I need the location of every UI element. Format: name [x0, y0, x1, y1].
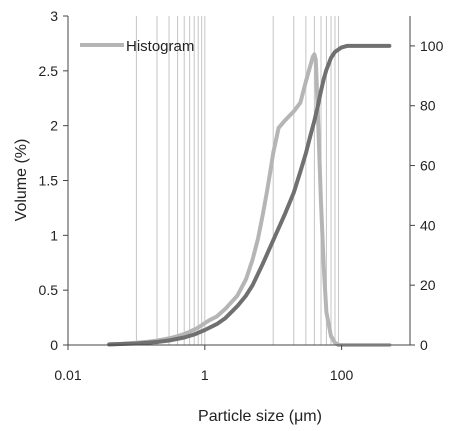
y-tick-label-2: 1 [50, 227, 58, 243]
x-tick-label-0: 0.01 [54, 367, 81, 383]
y2-tick-label-4: 80 [420, 98, 436, 114]
series-line-histogram [107, 52, 392, 347]
y2-tick-label-2: 40 [420, 217, 436, 233]
x-tick-label-1: 1 [201, 367, 209, 383]
tick-labels: 0 0.5 1 1.5 2 2.5 3 0 20 40 60 80 100 0.01 1 100 [39, 8, 444, 383]
y2-tick-label-1: 20 [420, 277, 436, 293]
y2-tick-label-3: 60 [420, 158, 436, 174]
series-layer [107, 43, 392, 347]
x-tick-label-2: 100 [330, 367, 354, 383]
y-tick-label-4: 2 [50, 118, 58, 134]
y-tick-label-0: 0 [50, 337, 58, 353]
x-axis-title: Particle size (μm) [198, 408, 322, 425]
y-tick-label-3: 1.5 [39, 173, 59, 189]
y-tick-label-6: 3 [50, 8, 58, 24]
legend: Histogram [80, 38, 194, 55]
y-tick-label-5: 2.5 [39, 63, 59, 79]
series-line-cumulative [107, 43, 392, 347]
y-tick-label-1: 0.5 [39, 282, 59, 298]
y2-tick-label-0: 0 [420, 337, 428, 353]
y-axis-title: Volume (%) [13, 139, 30, 222]
legend-label-histogram: Histogram [126, 38, 194, 55]
y2-tick-label-5: 100 [420, 38, 444, 54]
vertical-gridlines [135, 16, 339, 345]
